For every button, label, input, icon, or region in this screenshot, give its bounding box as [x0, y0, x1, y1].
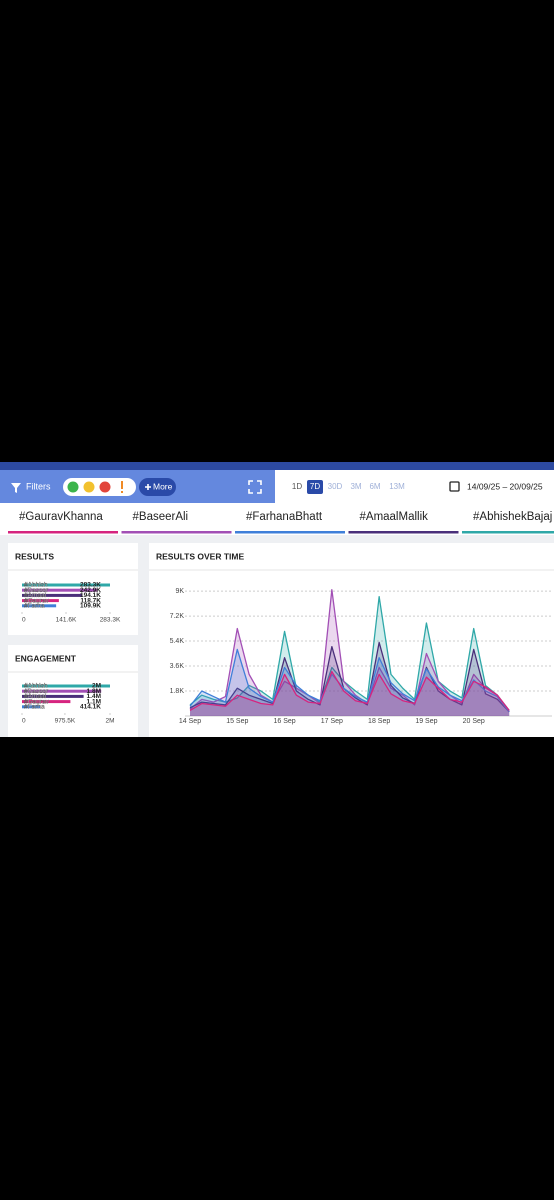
bar-name: #Baseer: [24, 587, 49, 594]
plus-icon: [145, 484, 151, 490]
value-label: 1.8M: [87, 688, 101, 695]
tab-underline: [235, 531, 345, 534]
x-tick-label: 19 Sep: [415, 718, 437, 725]
tab-underline: [462, 531, 554, 534]
y-tick-label: 7.2K: [170, 613, 185, 620]
bar: [22, 593, 83, 597]
more-button[interactable]: [139, 478, 176, 496]
range-button[interactable]: 7D: [310, 482, 320, 491]
fullscreen-icon[interactable]: [248, 480, 262, 494]
tab-underline: [348, 531, 459, 534]
series-area: [190, 642, 510, 716]
y-tick-label: 9K: [175, 588, 184, 595]
bar: [22, 599, 59, 603]
tab-label[interactable]: #FarhanaBhatt: [246, 511, 323, 523]
results-title: RESULTS: [15, 551, 54, 561]
y-tick-label: 3.6K: [170, 663, 185, 670]
bar: [22, 684, 110, 688]
y-tick-label: 5.4K: [170, 638, 185, 645]
bar: [22, 583, 110, 587]
neutral-icon[interactable]: [83, 481, 95, 493]
bar: [22, 705, 41, 709]
series-area: [190, 649, 510, 716]
value-label: 2M: [92, 683, 101, 690]
series-line: [189, 648, 510, 713]
filter-icon: [11, 483, 21, 493]
range-active: [307, 480, 323, 494]
x-tick-label: 14 Sep: [179, 718, 201, 725]
tab-underline: [8, 531, 118, 534]
x-tick-label: 141.6K: [56, 617, 77, 624]
value-label: 283.3K: [80, 582, 101, 589]
value-label: 109.9K: [80, 603, 101, 610]
tab-label[interactable]: #GauravKhanna: [19, 511, 103, 523]
alert-dot: [121, 491, 123, 493]
range-button[interactable]: 13M: [389, 482, 405, 491]
bar-name: #Abhish: [24, 582, 48, 589]
bar: [22, 689, 102, 693]
bar: [22, 694, 84, 698]
tab-label[interactable]: #BaseerAli: [133, 511, 189, 523]
positive-icon[interactable]: [67, 481, 79, 493]
bar-name: #Farha: [24, 603, 45, 610]
alert-icon[interactable]: [121, 481, 123, 489]
x-tick-label: 15 Sep: [226, 718, 248, 725]
date-range[interactable]: 14/09/25 – 20/09/25: [467, 481, 543, 491]
bar-name: #Amaal: [24, 592, 47, 599]
tab-underline: [121, 531, 232, 534]
range-button[interactable]: 1D: [292, 482, 302, 491]
calendar-icon[interactable]: [449, 481, 460, 492]
tab-label[interactable]: #AmaalMallik: [360, 511, 429, 523]
engagement-title: ENGAGEMENT: [15, 653, 77, 663]
value-label: 1.1M: [87, 698, 101, 705]
bar-name: #Farha: [24, 704, 45, 711]
series-area: [190, 589, 510, 716]
bar: [22, 700, 71, 704]
more-label[interactable]: More: [153, 481, 173, 491]
series-line: [189, 589, 510, 713]
bar-name: #Amaal: [24, 693, 47, 700]
x-tick-label: 283.3K: [100, 617, 121, 624]
tab-label[interactable]: #AbhishekBajaj: [473, 511, 552, 523]
negative-icon[interactable]: [99, 481, 111, 493]
value-label: 242.9K: [80, 587, 101, 594]
x-tick-label: 0: [22, 718, 26, 725]
x-tick-label: 2M: [105, 718, 114, 725]
x-tick-label: 20 Sep: [463, 718, 485, 725]
value-label: 1.4M: [87, 693, 101, 700]
filters-label[interactable]: Filters: [26, 481, 51, 491]
filter-bar: [0, 470, 275, 503]
value-label: 118.7K: [80, 597, 101, 604]
range-button[interactable]: 3M: [350, 482, 361, 491]
series-line: [189, 670, 510, 712]
x-tick-label: 18 Sep: [368, 718, 390, 725]
value-label: 194.1K: [80, 592, 101, 599]
bar: [22, 604, 57, 608]
value-label: 414.1K: [80, 704, 101, 711]
y-tick-label: 1.8K: [170, 688, 185, 695]
bar: [22, 588, 98, 592]
x-tick-label: 975.5K: [55, 718, 76, 725]
bar-name: #Gaurav: [24, 597, 50, 604]
chart-title: RESULTS OVER TIME: [156, 551, 244, 561]
range-button[interactable]: 30D: [328, 482, 343, 491]
bar-name: #Gaurav: [24, 698, 50, 705]
x-tick-label: 0: [22, 617, 26, 624]
bar-name: #Abhish: [24, 683, 48, 690]
top-strip: [0, 462, 554, 470]
x-tick-label: 16 Sep: [273, 718, 295, 725]
x-tick-label: 17 Sep: [321, 718, 343, 725]
tabs-row: [0, 503, 554, 535]
bar-name: #Baseer: [24, 688, 49, 695]
range-button[interactable]: 6M: [369, 482, 380, 491]
series-area: [190, 596, 510, 716]
